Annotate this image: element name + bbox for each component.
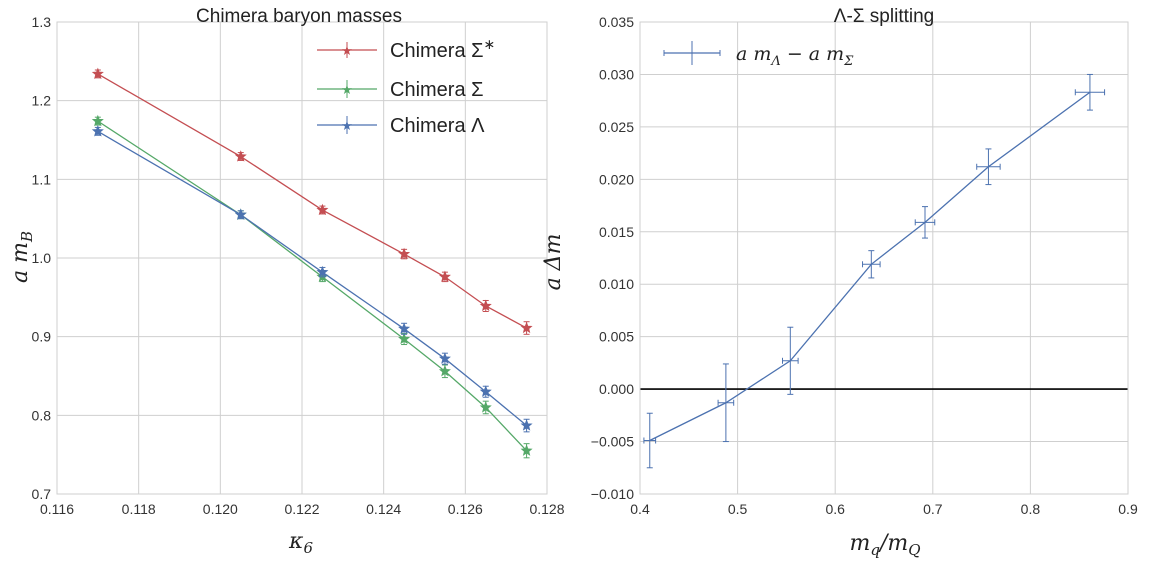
x-axis-label-right: mq/mQ xyxy=(849,531,920,559)
data-point xyxy=(91,67,104,80)
y-tick-label: 0.8 xyxy=(32,407,52,423)
legend-label-splitting: a mΛ − a mΣ xyxy=(736,43,854,69)
x-tick-label: 0.4 xyxy=(630,501,650,517)
series-line xyxy=(97,130,527,427)
x-tick-label: 0.118 xyxy=(122,501,156,517)
data-point xyxy=(438,270,451,282)
svg-text:★: ★ xyxy=(341,118,353,133)
y-tick-label: 0.025 xyxy=(599,119,634,135)
x-tick-label: 0.6 xyxy=(825,501,845,517)
legend-label-lambda: Chimera Λ xyxy=(390,115,485,137)
y-tick-label: 0.030 xyxy=(599,66,634,82)
data-point xyxy=(91,114,104,127)
y-axis-label-right: a Δm xyxy=(541,234,566,291)
y-tick-label: 1.2 xyxy=(32,93,52,109)
data-point xyxy=(234,208,247,220)
x-tick-label: 0.128 xyxy=(529,501,564,517)
data-point xyxy=(438,364,451,377)
y-tick-label: 0.035 xyxy=(599,14,634,30)
legend-left: ★ Chimera Σ∗ ★ Chimera Σ ★ Chimera Λ xyxy=(317,36,495,137)
x-tick-label: 0.116 xyxy=(40,501,74,517)
data-point xyxy=(398,322,411,334)
panel-baryon-masses: 0.116 0.118 0.120 0.122 0.124 0.126 0.128 0.70… xyxy=(8,6,565,557)
y-tick-label: −0.010 xyxy=(591,486,634,502)
x-tick-labels-right: 0.4 0.5 0.6 0.7 0.8 0.9 xyxy=(630,501,1138,517)
y-axis-label-left: a mB xyxy=(8,231,36,283)
legend-entry-lambda: ★ Chimera Λ xyxy=(317,115,485,137)
series-right xyxy=(643,73,1106,469)
chart-title-left: Chimera baryon masses xyxy=(196,6,402,27)
x-tick-label: 0.126 xyxy=(448,501,483,517)
x-tick-labels-left: 0.116 0.118 0.120 0.122 0.124 0.126 0.128 xyxy=(40,501,565,517)
x-axis-label-left: κ6 xyxy=(288,529,313,557)
y-tick-label: 0.015 xyxy=(599,224,634,240)
legend-entry-sigma: ★ Chimera Σ xyxy=(317,79,484,101)
legend-entry-sigma-star: ★ Chimera Σ∗ xyxy=(317,36,495,62)
y-tick-label: −0.005 xyxy=(591,434,634,450)
data-point xyxy=(234,150,247,162)
data-point xyxy=(316,265,329,278)
x-tick-label: 0.120 xyxy=(203,501,238,517)
data-point xyxy=(316,203,329,216)
series-left xyxy=(91,67,533,459)
series-line xyxy=(97,73,527,329)
plot-frame-right xyxy=(639,21,1129,495)
series-1-0 xyxy=(643,73,1106,469)
y-tick-labels-left: 0.7 0.8 0.9 1.0 1.1 1.2 1.3 xyxy=(32,14,52,502)
y-tick-labels-right: −0.010 −0.005 0.000 0.005 0.010 0.015 0.020 0.0… xyxy=(591,14,634,502)
series-line xyxy=(649,91,1091,442)
data-point xyxy=(438,352,451,364)
data-point xyxy=(520,419,533,431)
y-tick-label: 0.9 xyxy=(32,329,52,345)
y-tick-label: 0.000 xyxy=(599,381,634,397)
legend-right: a mΛ − a mΣ xyxy=(663,41,854,69)
data-point xyxy=(398,332,411,345)
x-tick-label: 0.124 xyxy=(366,501,401,517)
panel-lambda-sigma-splitting: 0.4 0.5 0.6 0.7 0.8 0.9 −0.010 −0.005 0.000 0.00… xyxy=(541,6,1138,559)
x-tick-label: 0.7 xyxy=(923,501,943,517)
data-point xyxy=(479,401,492,413)
legend-label-sigma: Chimera Σ xyxy=(390,79,484,101)
grid-right xyxy=(639,21,1129,495)
data-point xyxy=(520,444,533,456)
svg-text:★: ★ xyxy=(341,43,353,58)
x-tick-label: 0.5 xyxy=(728,501,748,517)
x-tick-label: 0.9 xyxy=(1118,501,1138,517)
series-line xyxy=(97,120,528,452)
legend-label-sigma-star: Chimera Σ∗ xyxy=(390,36,495,62)
y-tick-label: 1.0 xyxy=(32,250,52,266)
plot-frame-left xyxy=(56,21,548,495)
x-tick-label: 0.8 xyxy=(1021,501,1041,517)
data-point xyxy=(91,125,104,137)
data-point xyxy=(479,385,492,397)
y-tick-label: 0.010 xyxy=(599,276,634,292)
data-point xyxy=(520,321,533,334)
y-tick-label: 1.3 xyxy=(32,14,52,30)
svg-text:★: ★ xyxy=(341,82,353,97)
chart-title-right: Λ-Σ splitting xyxy=(834,6,934,27)
y-tick-label: 0.7 xyxy=(32,486,52,502)
y-tick-label: 0.005 xyxy=(599,329,634,345)
series-0-2 xyxy=(91,125,533,433)
series-0-0 xyxy=(91,67,533,335)
data-point xyxy=(479,299,492,312)
y-tick-label: 1.1 xyxy=(32,171,52,187)
y-tick-label: 0.020 xyxy=(599,171,634,187)
x-tick-label: 0.122 xyxy=(284,501,319,517)
data-point xyxy=(398,247,411,260)
